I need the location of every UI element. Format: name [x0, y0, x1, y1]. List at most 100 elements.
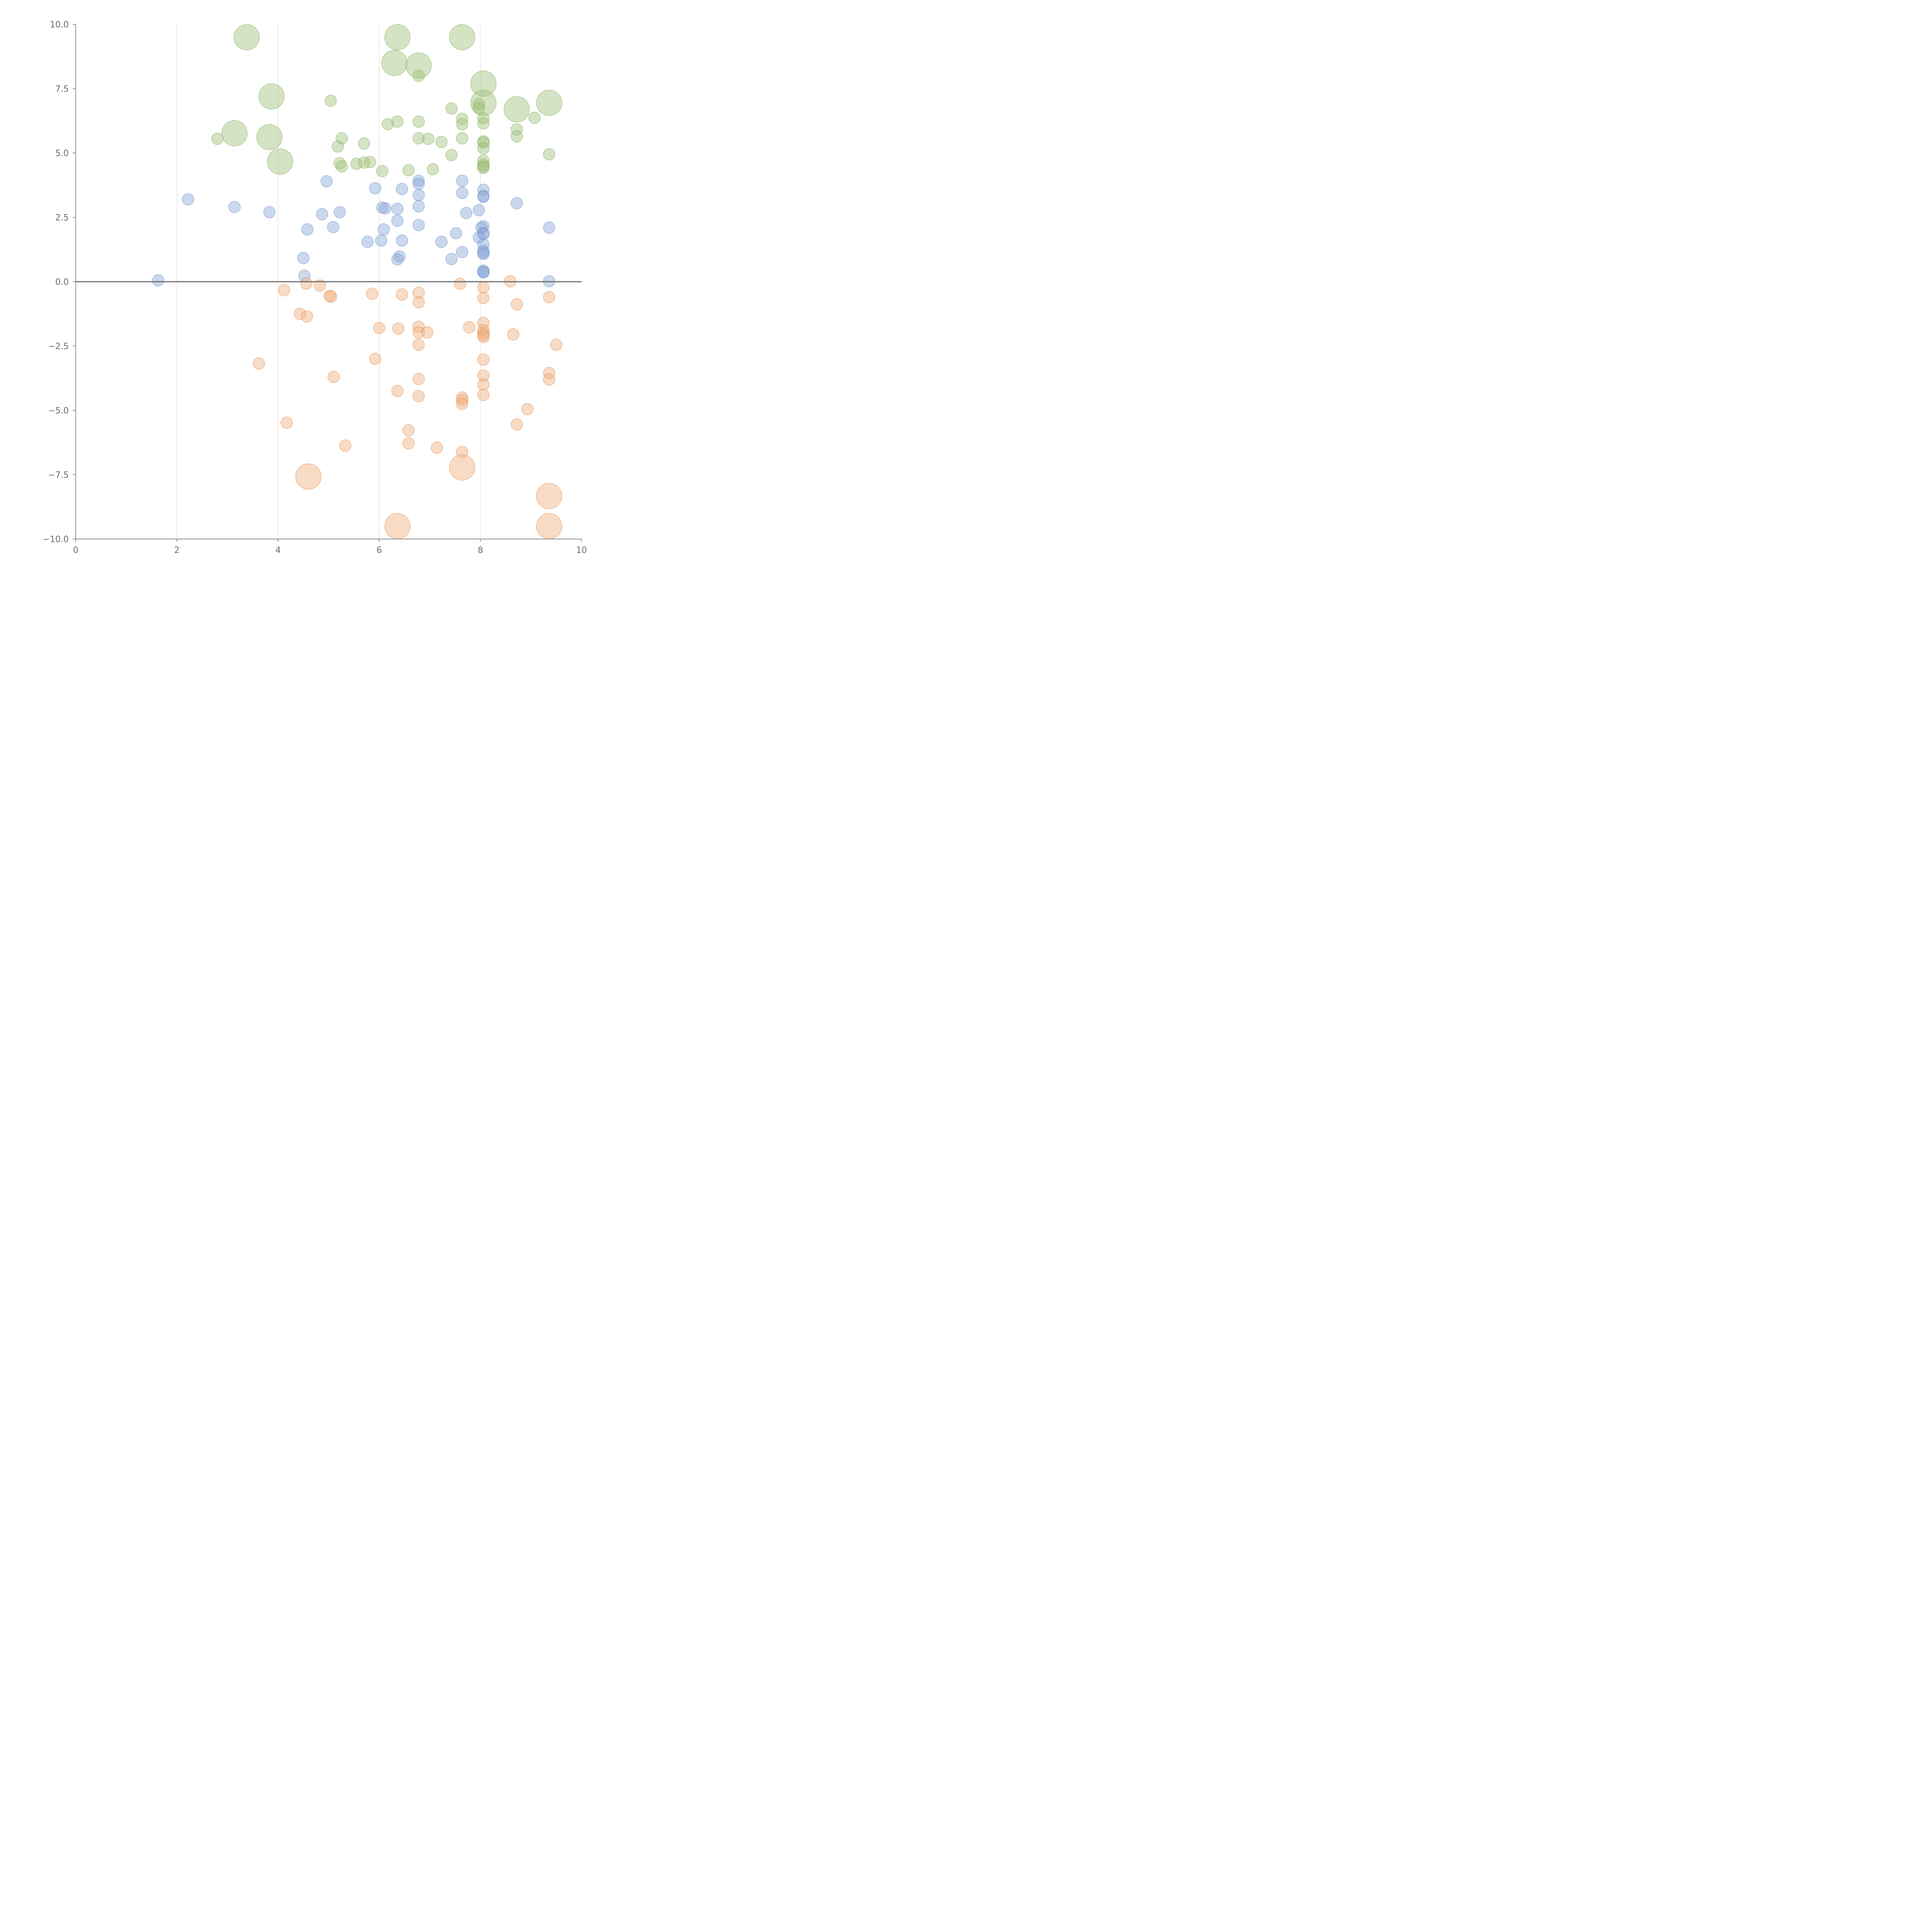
bubble-s1-p29 [378, 223, 390, 236]
bubble-s0-p18 [477, 117, 490, 130]
bubble-s0-p16 [456, 112, 468, 125]
bubble-s0-p13 [503, 96, 530, 122]
x-tick-label-2: 4 [276, 546, 281, 555]
bubble-s0-p37 [477, 142, 490, 155]
bubble-s2-p41 [477, 389, 490, 401]
bubble-s2-p55 [295, 463, 321, 490]
bubble-s2-p16 [301, 310, 313, 323]
bubble-s0-p32 [435, 136, 448, 148]
y-tick-label-5: −2.5 [48, 342, 69, 352]
bubble-s2-p19 [463, 321, 476, 333]
bubble-s1-p7 [456, 187, 468, 199]
bubble-s0-p3 [381, 50, 408, 76]
bubble-s2-p50 [402, 437, 415, 449]
bubble-s0-p9 [470, 90, 497, 116]
bubble-s0-p44 [358, 156, 370, 169]
bubble-s1-p34 [473, 231, 485, 244]
bubble-s1-p22 [316, 208, 328, 221]
bubble-s1-p36 [396, 234, 408, 247]
bubble-s0-p12 [473, 102, 485, 114]
bubble-s0-p8 [324, 95, 337, 107]
y-tick-label-7: −7.5 [48, 471, 69, 480]
bubble-s1-p16 [379, 202, 391, 214]
bubble-s1-p24 [412, 219, 425, 231]
bubble-layer [152, 24, 563, 539]
bubble-s2-p28 [507, 328, 520, 341]
bubble-s2-p42 [412, 390, 425, 403]
bubble-s1-p46 [445, 253, 458, 265]
bubble-s0-p15 [528, 112, 541, 124]
bubble-s0-p45 [364, 156, 376, 168]
bubble-s2-p27 [477, 331, 490, 343]
bubble-s1-p21 [460, 207, 473, 219]
bubble-s2-p34 [543, 367, 555, 379]
bubble-s2-p14 [510, 298, 523, 311]
bubble-s2-p8 [396, 288, 408, 301]
bubble-s2-p13 [412, 296, 425, 309]
bubble-s2-p39 [477, 378, 490, 391]
bubble-s1-p6 [477, 184, 490, 196]
tick-labels: 0 2 4 6 8 10 10.0 7.5 5.0 2.5 0.0 −2.5 −5.0 −7.5 −10.0 [43, 20, 587, 555]
bubble-s1-p18 [473, 204, 485, 216]
bubble-s2-p31 [369, 353, 381, 365]
y-tick-label-4: 0.0 [55, 277, 69, 287]
bubble-s2-p52 [430, 441, 443, 454]
bubble-s1-p27 [543, 221, 555, 234]
bubble-s1-p52 [152, 274, 165, 287]
bubble-s1-p20 [333, 206, 346, 218]
bubble-s2-p15 [294, 308, 306, 320]
bubble-s2-p10 [325, 290, 337, 303]
bubble-s1-p47 [391, 253, 404, 265]
bubble-s2-p7 [366, 287, 378, 300]
bubble-s0-p50 [427, 163, 439, 175]
bubble-s2-p45 [456, 398, 468, 410]
bubble-s0-p26 [256, 124, 283, 150]
y-tick-label-1: 7.5 [55, 85, 69, 94]
bubble-s2-p32 [477, 354, 490, 366]
bubble-s0-p24 [510, 123, 523, 136]
bubble-s2-p38 [543, 373, 555, 386]
bubble-s2-p33 [253, 357, 265, 370]
x-tick-label-4: 8 [478, 546, 483, 555]
bubble-s1-p14 [412, 200, 425, 213]
bubble-s1-p10 [477, 190, 490, 203]
bubble-s1-p5 [396, 183, 408, 195]
bubble-s1-p28 [327, 221, 340, 233]
bubble-s2-p58 [536, 513, 562, 539]
bubble-s1-p31 [450, 227, 463, 240]
bubble-s0-p51 [402, 164, 415, 177]
bubble-s0-p39 [543, 148, 555, 161]
bubble-s1-p3 [412, 178, 425, 190]
bubble-s1-p30 [301, 223, 314, 236]
bubble-s2-p4 [477, 281, 490, 294]
bubble-s0-p0 [233, 24, 260, 51]
bubble-s2-p29 [412, 338, 425, 351]
bubble-s2-p40 [391, 385, 404, 397]
axes [73, 24, 582, 542]
bubble-s1-p4 [369, 182, 381, 194]
bubble-s2-p23 [412, 326, 425, 338]
bubble-s2-p51 [339, 439, 352, 452]
bubble-s2-p43 [456, 391, 468, 404]
bubble-s0-p30 [422, 133, 435, 145]
bubble-s2-p2 [300, 277, 313, 290]
bubble-s1-p45 [297, 252, 310, 264]
bubble-s2-p37 [412, 372, 425, 385]
bubble-s1-p11 [182, 193, 194, 206]
bubble-s0-p5 [412, 70, 425, 82]
bubble-chart: 0 2 4 6 8 10 10.0 7.5 5.0 2.5 0.0 −2.5 −5.0 −7.5 −10.0 [43, 20, 587, 555]
bubble-s0-p29 [412, 132, 425, 145]
y-tick-label-6: −5.0 [48, 406, 69, 416]
bubble-s1-p17 [391, 202, 404, 215]
bubble-s2-p46 [521, 403, 534, 415]
bubble-s2-p49 [402, 424, 415, 437]
bubble-s2-p5 [278, 284, 291, 296]
bubble-s0-p28 [335, 132, 348, 145]
bubble-s2-p6 [412, 286, 425, 299]
bubble-s0-p14 [445, 102, 458, 115]
bubble-s1-p43 [477, 248, 490, 260]
y-tick-label-2: 5.0 [55, 149, 69, 158]
bubble-s2-p57 [384, 513, 411, 539]
bubble-s1-p41 [456, 246, 468, 259]
bubble-s2-p24 [421, 326, 434, 338]
